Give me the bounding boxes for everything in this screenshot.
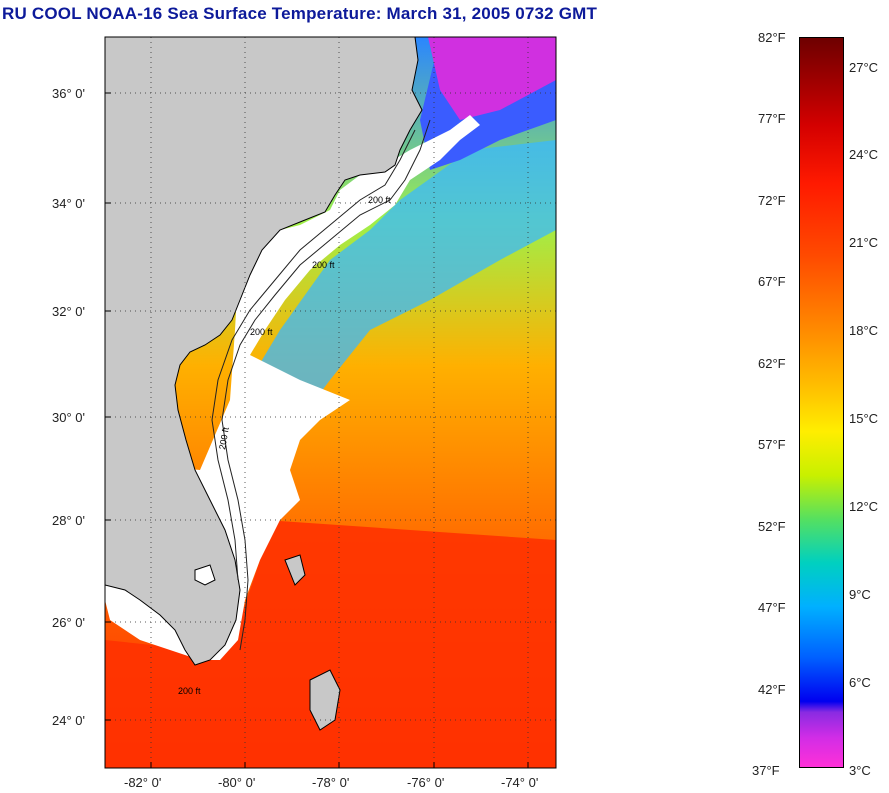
land-mass	[105, 37, 423, 666]
lat-label: 28° 0'	[52, 513, 85, 528]
map-frame	[104, 36, 557, 769]
colorbar-label-f: 47°F	[758, 600, 786, 615]
isobath-contour	[211, 129, 416, 581]
lon-label: -76° 0'	[407, 775, 445, 790]
very-cold-water	[428, 37, 556, 120]
colorbar-label-f: 62°F	[758, 356, 786, 371]
colorbar-label-c: 24°C	[849, 147, 879, 162]
lat-label: 30° 0'	[52, 410, 85, 425]
colorbar-label-f: 82°F	[758, 30, 786, 45]
contour-label: 200 ft	[368, 195, 391, 205]
lat-label: 26° 0'	[52, 615, 85, 630]
map-title: RU COOL NOAA-16 Sea Surface Temperature:…	[2, 4, 598, 23]
colorbar-label-f: 77°F	[758, 111, 786, 126]
colorbar-label-c: 21°C	[849, 235, 879, 250]
axis-ticks	[105, 92, 529, 768]
colorbar-label-c: 3°C	[849, 763, 871, 778]
colorbar-label-f: 57°F	[758, 437, 786, 452]
lon-label: -82° 0'	[124, 775, 162, 790]
gulf-stream-warm	[105, 520, 556, 768]
cool-shelf-water	[250, 140, 556, 520]
colorbar-label-f: 52°F	[758, 519, 786, 534]
colorbar-label-f: 42°F	[758, 682, 786, 697]
colorbar-label-c: 18°C	[849, 323, 879, 338]
colorbar-label-c: 27°C	[849, 60, 879, 75]
colorbar-label-c: 6°C	[849, 675, 871, 690]
colorbar-label-f: 72°F	[758, 193, 786, 208]
temperature-colorbar	[799, 37, 844, 768]
lon-label: -80° 0'	[218, 775, 256, 790]
island	[284, 554, 306, 586]
lat-label: 34° 0'	[52, 196, 85, 211]
contour-label: 200 ft	[178, 686, 201, 696]
colorbar-label-f: 67°F	[758, 274, 786, 289]
isobath-contour	[221, 119, 431, 651]
lon-label: -74° 0'	[501, 775, 539, 790]
contour-label: 200 ft	[250, 327, 273, 337]
contour-label: 200 ft	[312, 260, 335, 270]
lat-label: 36° 0'	[52, 86, 85, 101]
lon-label: -78° 0'	[312, 775, 350, 790]
lake	[194, 564, 216, 586]
grid-lines	[105, 37, 556, 768]
contour-label: 200 ft	[217, 426, 231, 450]
colorbar-label-c: 9°C	[849, 587, 871, 602]
colorbar-label-f: 37°F	[752, 763, 780, 778]
lat-label: 32° 0'	[52, 304, 85, 319]
colorbar-label-c: 12°C	[849, 499, 879, 514]
colorbar-label-c: 15°C	[849, 411, 879, 426]
lat-label: 24° 0'	[52, 713, 85, 728]
